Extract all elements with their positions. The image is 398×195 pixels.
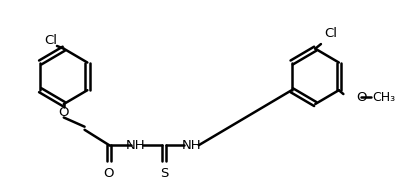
Text: CH₃: CH₃	[372, 91, 395, 104]
Text: S: S	[160, 167, 168, 180]
Text: NH: NH	[181, 139, 201, 152]
Text: O: O	[103, 167, 114, 180]
Text: O: O	[59, 106, 69, 119]
Text: NH: NH	[126, 139, 145, 152]
Text: Cl: Cl	[325, 27, 338, 40]
Text: O: O	[356, 91, 366, 104]
Text: Cl: Cl	[44, 34, 57, 47]
